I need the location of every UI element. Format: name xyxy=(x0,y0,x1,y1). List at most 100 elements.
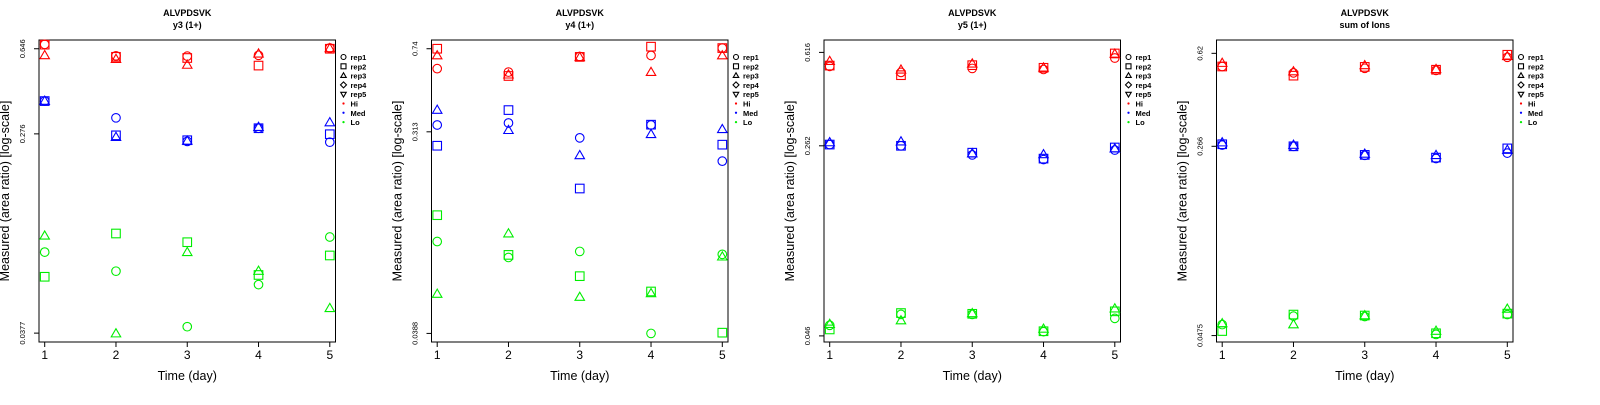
legend-label: Lo xyxy=(351,118,361,127)
data-point xyxy=(252,121,265,131)
legend-label: rep3 xyxy=(351,72,367,81)
legend-label: rep5 xyxy=(1136,90,1152,99)
data-point xyxy=(1109,142,1121,153)
legend-marker xyxy=(734,102,738,105)
data-point xyxy=(432,236,443,247)
y-tick-label: 0.0475 xyxy=(1196,324,1205,347)
data-point xyxy=(324,250,335,261)
legend-marker xyxy=(1127,120,1130,124)
data-point xyxy=(1037,61,1050,72)
data-point xyxy=(431,288,443,298)
data-point xyxy=(1216,57,1228,67)
legend-marker xyxy=(340,63,347,70)
y-axis-label: Measured (area ratio) [log-scale] xyxy=(391,101,405,282)
x-axis-label: Time (day) xyxy=(158,369,217,383)
x-tick-label: 5 xyxy=(719,348,726,362)
data-point xyxy=(895,314,907,325)
data-point xyxy=(1109,302,1121,313)
data-point xyxy=(716,250,728,261)
data-point xyxy=(574,149,586,160)
y-tick-label: 0.266 xyxy=(1196,137,1205,156)
x-tick-label: 5 xyxy=(1111,348,1118,362)
y-axis-label: Measured (area ratio) [log-scale] xyxy=(1176,101,1190,282)
chart-panel-4: ALVPDSVK sum of Ions 1 2 3 4 5 Time (day) 0.0475… xyxy=(1176,8,1545,383)
data-point xyxy=(39,271,50,282)
data-point xyxy=(895,63,907,74)
data-point xyxy=(646,120,656,130)
x-tick-label: 4 xyxy=(255,348,262,362)
plot-frame xyxy=(1216,39,1514,343)
data-point xyxy=(1430,149,1442,160)
data-point xyxy=(1288,70,1299,81)
data-point xyxy=(39,229,51,240)
data-point xyxy=(1359,150,1370,160)
data-point xyxy=(716,49,728,60)
legend-label: rep1 xyxy=(351,53,367,62)
data-point xyxy=(503,118,514,128)
data-point xyxy=(1287,318,1300,329)
y-tick-label: 0.62 xyxy=(1196,46,1205,61)
data-point xyxy=(574,291,586,301)
chart-panel-2: ALVPDSVK y4 (1+) 1 2 3 4 5 Time (day) 0.0388 0.31… xyxy=(391,8,760,383)
data-point xyxy=(502,227,515,238)
legend-label: rep3 xyxy=(743,72,759,81)
data-point xyxy=(574,271,585,282)
data-point xyxy=(324,302,336,313)
data-point xyxy=(824,136,836,147)
data-point xyxy=(1359,309,1371,320)
legend-marker xyxy=(732,81,740,89)
data-point xyxy=(1430,324,1442,335)
y-tick-label: 0.313 xyxy=(411,122,420,141)
data-point xyxy=(1217,319,1228,330)
data-point xyxy=(717,327,728,338)
data-point xyxy=(324,232,335,242)
data-point xyxy=(39,247,50,257)
x-tick-label: 3 xyxy=(1361,348,1368,362)
data-point xyxy=(966,57,978,68)
data-point xyxy=(431,49,443,60)
data-point xyxy=(324,137,335,148)
x-axis-label: Time (day) xyxy=(1335,369,1394,383)
y-tick-label: 0.616 xyxy=(803,43,812,62)
data-point xyxy=(39,39,50,50)
x-tick-label: 5 xyxy=(326,348,333,362)
data-point xyxy=(431,104,443,114)
legend-label: rep4 xyxy=(743,81,760,90)
legend-label: rep1 xyxy=(1136,53,1152,62)
data-point xyxy=(1109,313,1120,324)
legend-marker xyxy=(1125,63,1132,70)
data-point xyxy=(111,228,121,239)
legend-marker xyxy=(732,53,740,61)
legend-label: Med xyxy=(351,109,366,118)
data-point xyxy=(896,70,906,81)
data-point xyxy=(324,42,336,53)
data-point xyxy=(824,318,836,328)
data-point xyxy=(182,321,193,332)
data-point xyxy=(324,116,336,127)
data-point xyxy=(1501,144,1513,154)
legend-marker xyxy=(1124,91,1133,99)
data-point xyxy=(717,139,728,150)
y-tick-label: 0.0388 xyxy=(411,322,420,345)
data-point xyxy=(502,68,515,79)
legend-marker xyxy=(342,120,345,124)
data-point xyxy=(896,140,906,151)
data-point xyxy=(432,120,443,130)
legend-label: Med xyxy=(743,109,758,118)
legend-marker xyxy=(1124,81,1133,89)
legend-marker xyxy=(734,120,738,124)
legend-label: rep4 xyxy=(351,81,368,90)
data-point xyxy=(324,129,335,140)
data-point xyxy=(717,156,728,166)
data-point xyxy=(503,252,514,263)
legend-label: Lo xyxy=(1136,118,1146,127)
legend-marker xyxy=(1519,111,1523,114)
data-point xyxy=(432,140,443,151)
data-point xyxy=(645,287,657,298)
data-point xyxy=(824,60,835,71)
data-point xyxy=(574,183,585,194)
legend-label: rep2 xyxy=(351,62,367,71)
